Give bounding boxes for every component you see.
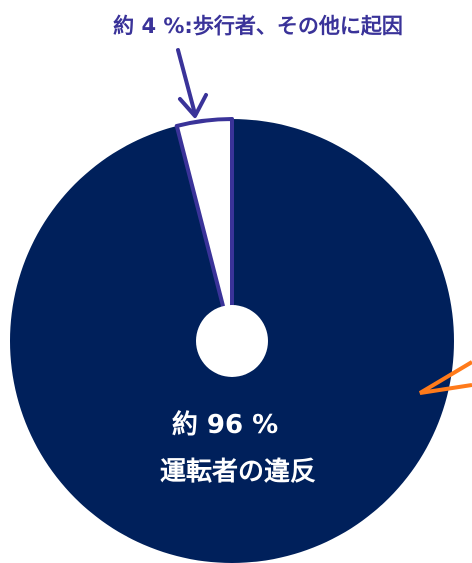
major-slice-value-label: 約 96 % [172, 409, 278, 440]
callout-pointer-icon [418, 360, 472, 395]
major-slice-name-label: 運転者の違反 [160, 457, 316, 487]
pie-center-hole [196, 305, 268, 377]
arrow-icon [176, 48, 208, 118]
small-slice-label: 約 4 %:歩行者、その他に起因 [113, 14, 403, 38]
pie-slice-pedestrian-other [174, 117, 234, 343]
